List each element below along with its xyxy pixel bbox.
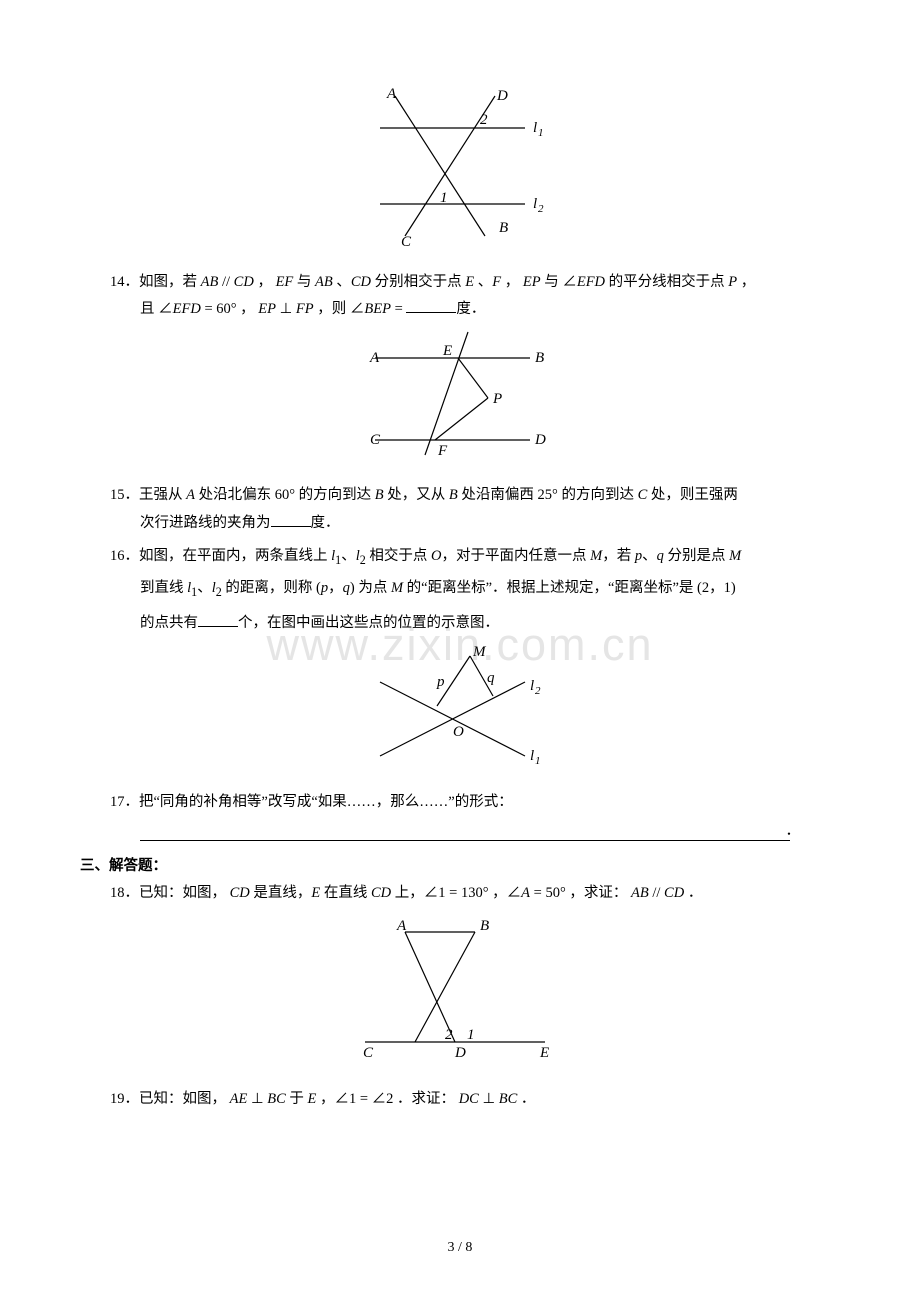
svg-text:1: 1 [467, 1027, 475, 1043]
svg-text:l: l [533, 196, 537, 212]
svg-text:F: F [437, 443, 448, 459]
svg-text:1: 1 [535, 755, 541, 767]
svg-text:A: A [396, 918, 407, 934]
q14-num: 14． [110, 269, 139, 297]
question-18: 18．已知：如图， CD 是直线，E 在直线 CD 上，∠1 = 130° ，∠… [110, 880, 810, 908]
svg-text:q: q [487, 670, 495, 686]
page-content: AD2l11l2CB 14．如图，若 AB // CD ， EF 与 AB 、C… [110, 86, 810, 1114]
question-19: 19．已知：如图， AE ⊥ BC 于 E ，∠1 = ∠2 ．求证： DC ⊥… [110, 1086, 810, 1114]
svg-text:1: 1 [538, 127, 544, 139]
svg-text:C: C [401, 234, 412, 250]
svg-text:2: 2 [480, 112, 488, 128]
blank-answer-long [140, 822, 790, 840]
question-14: 14．如图，若 AB // CD ， EF 与 AB 、CD 分别相交于点 E … [110, 269, 810, 324]
section-3-heading: 三、解答题： [80, 853, 810, 881]
figure-18: A B 21 C D E [110, 914, 810, 1075]
svg-text:B: B [535, 350, 544, 366]
svg-text:2: 2 [445, 1027, 453, 1043]
svg-text:C: C [363, 1045, 374, 1061]
svg-text:E: E [539, 1045, 549, 1061]
page-footer: 3 / 8 [0, 1235, 920, 1262]
svg-text:B: B [499, 220, 508, 236]
q14-line2: 且 ∠EFD = 60° ， EP ⊥ FP ，则 ∠BEP = 度． [110, 296, 810, 324]
svg-text:O: O [453, 724, 464, 740]
svg-text:2: 2 [535, 685, 541, 697]
svg-text:2: 2 [538, 203, 544, 215]
svg-text:D: D [534, 432, 546, 448]
question-15: 15．王强从 A 处沿北偏东 60° 的方向到达 B 处，又从 B 处沿南偏西 … [110, 482, 810, 537]
svg-text:A: A [386, 86, 397, 102]
svg-text:D: D [496, 88, 508, 104]
figure-16: Mpql2Ol1 [110, 646, 810, 777]
svg-text:E: E [442, 343, 452, 359]
svg-text:P: P [492, 391, 502, 407]
svg-text:l: l [530, 748, 534, 764]
svg-text:1: 1 [440, 190, 448, 206]
question-17: 17．把“同角的补角相等”改写成“如果……，那么……”的形式： [110, 789, 810, 817]
svg-text:l: l [530, 678, 534, 694]
blank-answer [406, 298, 456, 314]
question-16: 16．如图，在平面内，两条直线上 l1、l2 相交于点 O，对于平面内任意一点 … [110, 543, 810, 640]
svg-text:A: A [369, 350, 380, 366]
svg-text:l: l [533, 120, 537, 136]
blank-answer [271, 511, 311, 527]
figure-14: A E B P C F D [110, 330, 810, 471]
figure-13: AD2l11l2CB [110, 86, 810, 257]
svg-text:B: B [480, 918, 489, 934]
svg-text:C: C [370, 432, 381, 448]
svg-text:M: M [472, 644, 487, 660]
blank-answer [198, 611, 238, 627]
svg-text:D: D [454, 1045, 466, 1061]
svg-text:p: p [436, 674, 445, 690]
